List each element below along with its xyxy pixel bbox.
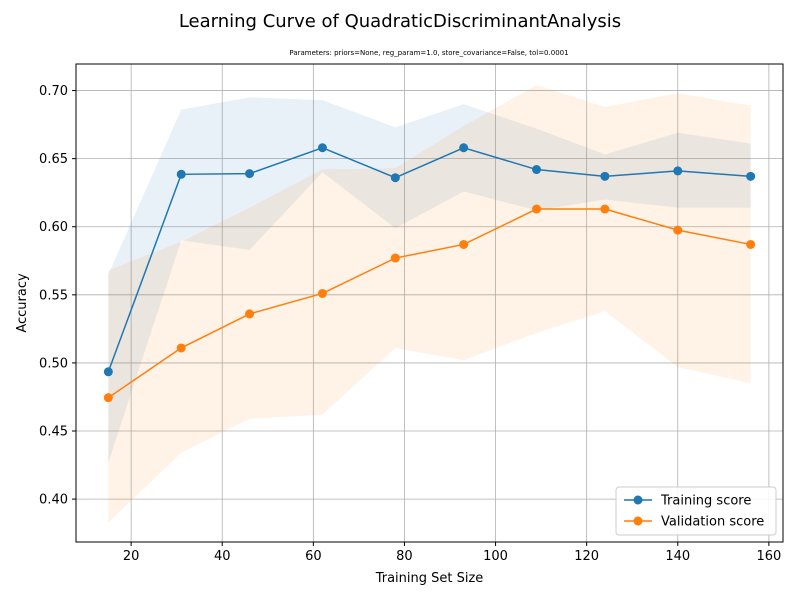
training-score-point xyxy=(390,173,400,183)
plot-frame xyxy=(75,63,784,543)
validation-score-point xyxy=(245,309,255,319)
training-score-band xyxy=(108,97,751,463)
x-tick-label: 140 xyxy=(665,549,690,564)
training-score-point xyxy=(600,171,610,181)
validation-score-point xyxy=(532,204,542,214)
grid xyxy=(76,64,783,542)
training-score-point xyxy=(103,367,113,377)
x-tick-label: 160 xyxy=(756,549,781,564)
validation-score-point xyxy=(176,343,186,353)
y-axis-label: Accuracy xyxy=(15,273,30,333)
confidence-bands xyxy=(108,85,751,523)
training-score-point xyxy=(176,169,186,179)
axis-ticks: 20 40 60 80 100 120 140 160 0.40 0.45 0.50 0.55 0.60… xyxy=(39,84,781,564)
x-tick-label: 40 xyxy=(214,549,231,564)
training-score-point xyxy=(459,143,469,153)
x-tick-label: 120 xyxy=(574,549,599,564)
validation-score-band xyxy=(108,85,751,523)
training-score-line xyxy=(107,146,751,373)
legend-swatch-validation-marker xyxy=(633,516,643,526)
validation-score-point xyxy=(459,239,469,249)
y-tick-label: 0.50 xyxy=(39,356,68,371)
chart-subtitle: Parameters: priors=None, reg_param=1.0, … xyxy=(289,49,568,57)
legend: Training score Validation score xyxy=(615,486,777,536)
series-points xyxy=(103,143,756,403)
legend-label-training: Training score xyxy=(660,494,751,509)
x-tick-label: 20 xyxy=(123,549,140,564)
validation-score-point xyxy=(673,225,683,235)
validation-score-point xyxy=(600,204,610,214)
chart-title: Learning Curve of QuadraticDiscriminantA… xyxy=(179,11,621,32)
validation-score-point xyxy=(103,393,113,403)
training-score-point xyxy=(317,143,327,153)
x-tick-label: 100 xyxy=(483,549,508,564)
y-tick-label: 0.70 xyxy=(39,84,68,99)
training-score-point xyxy=(673,166,683,176)
x-axis-label: Training Set Size xyxy=(375,571,484,586)
y-tick-label: 0.60 xyxy=(39,220,68,235)
x-tick-label: 60 xyxy=(305,549,322,564)
validation-score-point xyxy=(746,239,756,249)
validation-score-line xyxy=(107,208,751,399)
y-tick-label: 0.65 xyxy=(39,152,68,167)
y-tick-label: 0.45 xyxy=(39,425,68,440)
legend-swatch-training-marker xyxy=(633,495,643,505)
legend-box xyxy=(615,486,777,536)
x-tick-label: 80 xyxy=(396,549,413,564)
legend-label-validation: Validation score xyxy=(661,515,764,530)
y-tick-label: 0.55 xyxy=(39,288,68,303)
series-lines xyxy=(107,146,751,399)
validation-score-point xyxy=(390,253,400,263)
validation-score-point xyxy=(317,288,327,298)
training-score-point xyxy=(245,169,255,179)
training-score-point xyxy=(532,165,542,175)
training-score-point xyxy=(746,171,756,181)
y-tick-label: 0.40 xyxy=(39,493,68,508)
